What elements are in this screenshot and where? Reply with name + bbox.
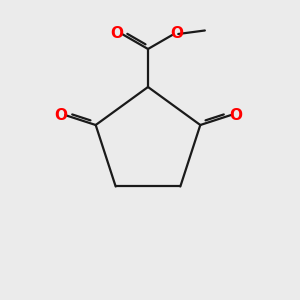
Text: O: O xyxy=(54,108,67,123)
Text: O: O xyxy=(110,26,124,40)
Text: O: O xyxy=(229,108,242,123)
Text: O: O xyxy=(171,26,184,41)
